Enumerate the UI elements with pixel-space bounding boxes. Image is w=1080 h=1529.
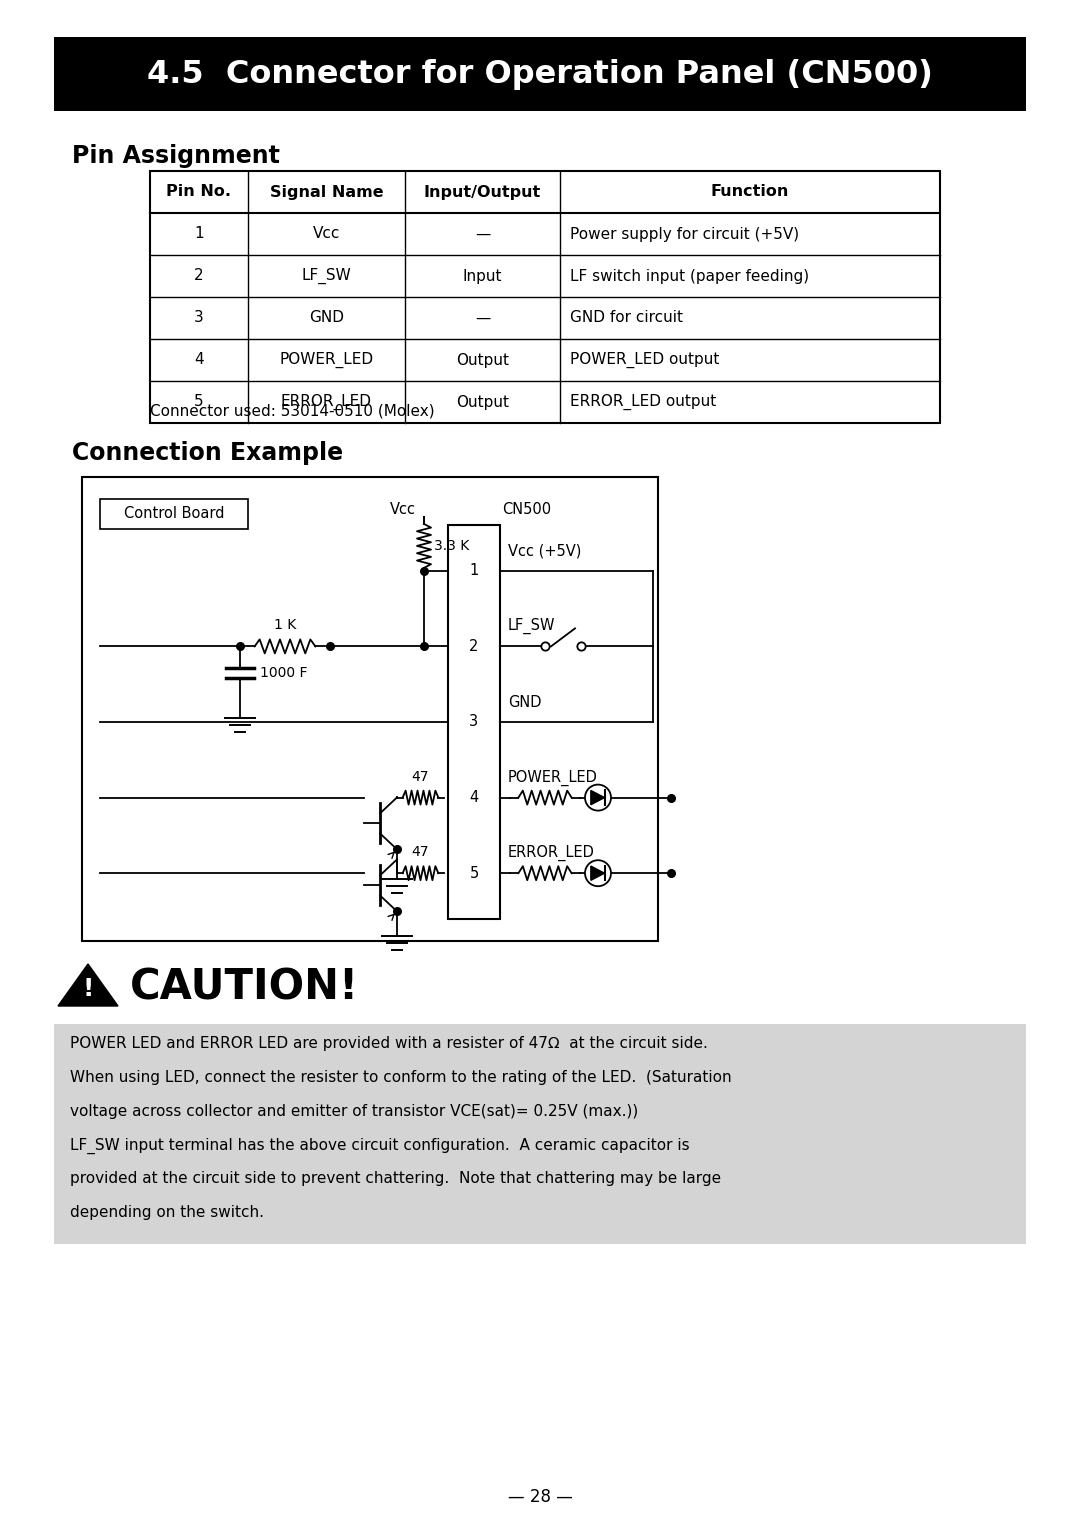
Text: Function: Function bbox=[711, 185, 789, 199]
Text: 1: 1 bbox=[194, 226, 204, 242]
Bar bbox=[54, 1024, 1026, 1245]
Circle shape bbox=[585, 861, 611, 887]
Text: voltage across collector and emitter of transistor VCE(sat)= 0.25V (max.)): voltage across collector and emitter of … bbox=[70, 1104, 638, 1119]
Text: CAUTION!: CAUTION! bbox=[130, 966, 360, 1008]
Text: CN500: CN500 bbox=[502, 502, 551, 517]
Text: 2: 2 bbox=[470, 639, 478, 654]
Text: GND: GND bbox=[309, 310, 345, 326]
Text: 47: 47 bbox=[411, 846, 429, 859]
Text: 3: 3 bbox=[194, 310, 204, 326]
Text: Power supply for circuit (+5V): Power supply for circuit (+5V) bbox=[570, 226, 799, 242]
Bar bbox=[54, 37, 1026, 112]
Bar bbox=[82, 477, 658, 940]
Text: LF_SW: LF_SW bbox=[301, 268, 351, 284]
Text: ERROR_LED: ERROR_LED bbox=[281, 394, 372, 410]
Text: Vcc (+5V): Vcc (+5V) bbox=[508, 544, 581, 558]
Text: 3: 3 bbox=[470, 714, 478, 729]
Text: Input/Output: Input/Output bbox=[423, 185, 541, 199]
Polygon shape bbox=[58, 963, 118, 1006]
Text: 47: 47 bbox=[411, 769, 429, 783]
Text: Output: Output bbox=[456, 394, 509, 410]
Text: 4: 4 bbox=[194, 353, 204, 367]
Text: —: — bbox=[475, 310, 490, 326]
Circle shape bbox=[585, 784, 611, 810]
Text: LF_SW input terminal has the above circuit configuration.  A ceramic capacitor i: LF_SW input terminal has the above circu… bbox=[70, 1138, 690, 1154]
Text: ERROR_LED: ERROR_LED bbox=[508, 846, 595, 861]
Text: 2: 2 bbox=[194, 269, 204, 283]
Text: GND: GND bbox=[508, 696, 541, 709]
Text: 1 K: 1 K bbox=[274, 618, 296, 633]
Text: Control Board: Control Board bbox=[124, 506, 225, 521]
Bar bbox=[448, 524, 500, 919]
Text: POWER_LED: POWER_LED bbox=[280, 352, 374, 368]
Text: —: — bbox=[475, 226, 490, 242]
Text: Output: Output bbox=[456, 353, 509, 367]
Text: LF switch input (paper feeding): LF switch input (paper feeding) bbox=[570, 269, 809, 283]
Bar bbox=[150, 171, 940, 424]
Text: Connector used: 53014-0510 (Molex): Connector used: 53014-0510 (Molex) bbox=[150, 404, 434, 419]
Text: LF_SW: LF_SW bbox=[508, 618, 555, 635]
Text: Connection Example: Connection Example bbox=[72, 440, 343, 465]
Text: depending on the switch.: depending on the switch. bbox=[70, 1205, 264, 1220]
Text: Vcc: Vcc bbox=[313, 226, 340, 242]
Polygon shape bbox=[591, 790, 605, 804]
Text: 3.3 K: 3.3 K bbox=[434, 538, 469, 553]
Text: POWER_LED: POWER_LED bbox=[508, 769, 598, 786]
Text: 5: 5 bbox=[470, 865, 478, 881]
Text: 4.5  Connector for Operation Panel (CN500): 4.5 Connector for Operation Panel (CN500… bbox=[147, 58, 933, 90]
Text: ERROR_LED output: ERROR_LED output bbox=[570, 394, 716, 410]
Text: provided at the circuit side to prevent chattering.  Note that chattering may be: provided at the circuit side to prevent … bbox=[70, 1171, 721, 1187]
Text: GND for circuit: GND for circuit bbox=[570, 310, 683, 326]
Text: Input: Input bbox=[462, 269, 502, 283]
Text: Pin Assignment: Pin Assignment bbox=[72, 144, 280, 168]
Text: — 28 —: — 28 — bbox=[508, 1488, 572, 1506]
Text: Pin No.: Pin No. bbox=[166, 185, 231, 199]
Text: Signal Name: Signal Name bbox=[270, 185, 383, 199]
Text: 5: 5 bbox=[194, 394, 204, 410]
Text: !: ! bbox=[82, 977, 94, 1001]
Polygon shape bbox=[591, 865, 605, 881]
Text: 4: 4 bbox=[470, 790, 478, 806]
Text: Vcc: Vcc bbox=[390, 502, 416, 517]
Text: 1: 1 bbox=[470, 563, 478, 578]
Text: POWER_LED output: POWER_LED output bbox=[570, 352, 719, 368]
Text: POWER LED and ERROR LED are provided with a resister of 47Ω  at the circuit side: POWER LED and ERROR LED are provided wit… bbox=[70, 1037, 707, 1050]
Bar bbox=[100, 498, 248, 529]
Text: 1000 F: 1000 F bbox=[260, 667, 308, 680]
Text: When using LED, connect the resister to conform to the rating of the LED.  (Satu: When using LED, connect the resister to … bbox=[70, 1070, 731, 1086]
